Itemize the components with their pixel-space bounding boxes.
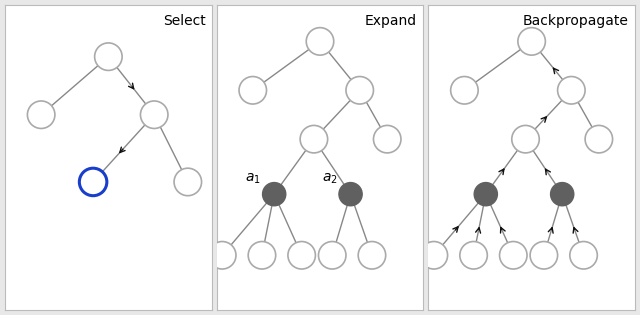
Circle shape — [319, 242, 346, 269]
Circle shape — [420, 242, 447, 269]
Circle shape — [140, 101, 168, 129]
Circle shape — [550, 183, 574, 206]
Circle shape — [288, 242, 316, 269]
Circle shape — [248, 242, 276, 269]
Circle shape — [239, 77, 266, 104]
Circle shape — [451, 77, 478, 104]
Text: $\mathit{a}_{1}$: $\mathit{a}_{1}$ — [245, 172, 261, 186]
Circle shape — [300, 125, 328, 153]
Circle shape — [346, 77, 374, 104]
Circle shape — [307, 28, 333, 55]
Circle shape — [95, 43, 122, 71]
Circle shape — [28, 101, 55, 129]
Circle shape — [512, 125, 540, 153]
Circle shape — [518, 28, 545, 55]
Text: $\mathit{a}_{2}$: $\mathit{a}_{2}$ — [321, 172, 337, 186]
Circle shape — [262, 183, 286, 206]
Circle shape — [358, 242, 386, 269]
Circle shape — [557, 77, 585, 104]
Text: Expand: Expand — [365, 14, 417, 28]
Circle shape — [460, 242, 487, 269]
Circle shape — [79, 168, 107, 196]
Circle shape — [339, 183, 362, 206]
Circle shape — [570, 242, 597, 269]
Circle shape — [474, 183, 497, 206]
Circle shape — [174, 168, 202, 196]
Circle shape — [585, 125, 612, 153]
Text: Backpropagate: Backpropagate — [523, 14, 628, 28]
Circle shape — [374, 125, 401, 153]
Circle shape — [500, 242, 527, 269]
Text: Select: Select — [163, 14, 205, 28]
Circle shape — [209, 242, 236, 269]
Circle shape — [530, 242, 557, 269]
